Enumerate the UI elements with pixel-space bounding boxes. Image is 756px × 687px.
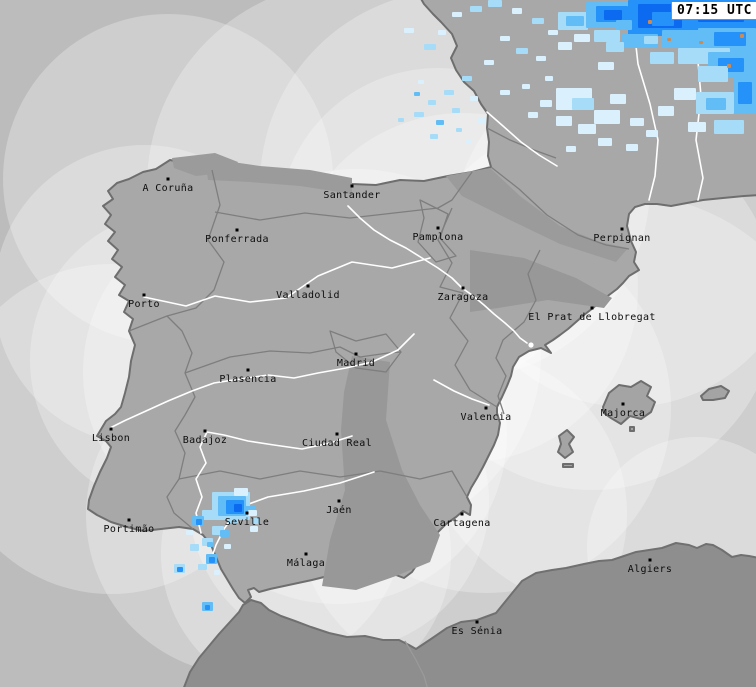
city-dot	[235, 228, 239, 232]
landmass-north-africa	[183, 542, 756, 687]
city-label: El Prat de Llobregat	[528, 312, 656, 323]
city-dot	[350, 184, 354, 188]
city-label: Plasencia	[219, 374, 277, 385]
rivers	[109, 0, 704, 558]
city-dot	[304, 552, 308, 556]
city-dot	[461, 286, 465, 290]
city-dot	[127, 518, 131, 522]
city-dot	[203, 429, 207, 433]
city-label: Ciudad Real	[301, 438, 373, 449]
city-label: A Coruña	[142, 183, 194, 194]
city-label: Madrid	[336, 358, 376, 369]
timestamp-badge: 07:15 UTC	[671, 2, 756, 20]
city-label: Málaga	[286, 558, 326, 569]
city-dot	[354, 352, 358, 356]
city-dot	[337, 499, 341, 503]
city-label: Perpignan	[593, 233, 651, 244]
city-dot	[460, 512, 464, 516]
city-dot	[109, 427, 113, 431]
city-label: Algiers	[627, 564, 673, 575]
city-dot	[306, 284, 310, 288]
city-label: Majorca	[600, 408, 646, 419]
city-label: Lisbon	[91, 433, 131, 444]
region-borders	[128, 127, 630, 530]
city-label: Cartagena	[433, 518, 491, 529]
city-label: Ponferrada	[205, 234, 269, 245]
city-dot	[436, 226, 440, 230]
city-label: Jaén	[326, 505, 352, 516]
city-label: Pamplona	[412, 232, 464, 243]
city-label: Seville	[224, 517, 270, 528]
city-dot	[484, 406, 488, 410]
city-dot	[648, 558, 652, 562]
city-label: Valencia	[460, 412, 512, 423]
city-label: Badajoz	[182, 435, 228, 446]
city-label: Zaragoza	[437, 292, 489, 303]
city-dot	[620, 227, 624, 231]
city-dot	[335, 432, 339, 436]
balearic-islands	[557, 380, 730, 468]
city-dot	[166, 177, 170, 181]
city-dot	[590, 306, 594, 310]
city-dot	[621, 402, 625, 406]
city-dot	[475, 620, 479, 624]
morocco-algeria-border	[404, 640, 428, 687]
precipitation-echoes	[174, 0, 756, 611]
city-label: Es Sénia	[451, 626, 503, 637]
city-dot	[246, 368, 250, 372]
city-label: Portimão	[103, 524, 155, 535]
radar-shadow-wedges	[172, 153, 628, 590]
city-dot	[142, 293, 146, 297]
city-label: Santander	[323, 190, 381, 201]
city-dot	[245, 511, 249, 515]
city-label: Valladolid	[276, 290, 340, 301]
city-label: Porto	[128, 299, 160, 310]
